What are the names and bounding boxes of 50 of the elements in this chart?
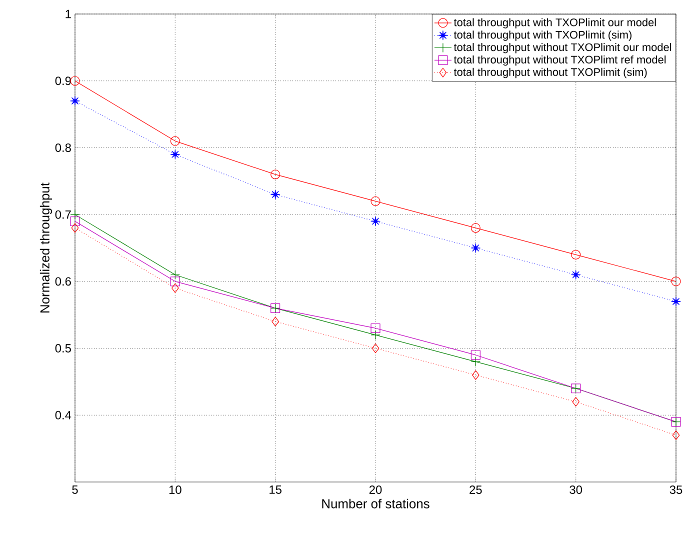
y-axis-title: Normalized throughput xyxy=(40,182,52,312)
x-tick-label: 20 xyxy=(369,486,382,494)
point xyxy=(470,243,480,253)
point xyxy=(70,210,80,220)
point xyxy=(472,370,480,380)
point xyxy=(370,196,380,206)
point xyxy=(470,223,480,233)
point xyxy=(572,396,580,407)
point xyxy=(372,344,380,354)
point xyxy=(270,190,280,200)
legend-label: total throughput without TXOPlimt ref model xyxy=(454,55,666,66)
y-tick-label: 0.7 xyxy=(55,210,71,219)
point xyxy=(70,96,80,106)
y-tick-label: 1 xyxy=(66,10,71,18)
point xyxy=(671,276,681,286)
y-tick-label: 0.6 xyxy=(55,277,71,286)
y-tick-label: 0.5 xyxy=(55,344,71,353)
point xyxy=(70,76,80,86)
point xyxy=(370,330,380,340)
point xyxy=(170,270,180,280)
point xyxy=(672,430,680,440)
x-tick-label: 30 xyxy=(570,486,582,494)
point xyxy=(272,316,279,326)
point xyxy=(370,323,380,334)
y-tick-label: 0.4 xyxy=(55,410,72,420)
point xyxy=(170,276,180,286)
x-tick-label: 5 xyxy=(72,486,78,494)
point xyxy=(170,136,180,146)
y-tick-label: 0.9 xyxy=(55,76,71,86)
x-tick-label: 10 xyxy=(169,486,182,494)
legend-label: total throughput without TXOPlimit our model xyxy=(454,43,672,54)
x-tick-label: 25 xyxy=(470,486,482,494)
point xyxy=(70,216,80,226)
point xyxy=(470,350,480,360)
legend-label: total throughput without TXOPlimit (sim) xyxy=(454,68,647,78)
x-tick-label: 15 xyxy=(270,486,282,494)
legend-label: total throughput with TXOPlimit (sim) xyxy=(454,30,632,41)
point xyxy=(172,283,179,293)
point xyxy=(370,216,380,226)
x-tick-label: 35 xyxy=(670,486,682,494)
point xyxy=(170,150,180,160)
point xyxy=(71,223,79,233)
point xyxy=(571,250,581,260)
point xyxy=(571,270,581,280)
x-axis-title: Number of stations xyxy=(322,498,430,508)
point xyxy=(270,170,280,180)
legend-label: total throughput with TXOPlimit our model xyxy=(454,18,656,28)
y-tick-label: 0.8 xyxy=(55,143,71,152)
point xyxy=(470,356,480,366)
point xyxy=(671,296,681,306)
